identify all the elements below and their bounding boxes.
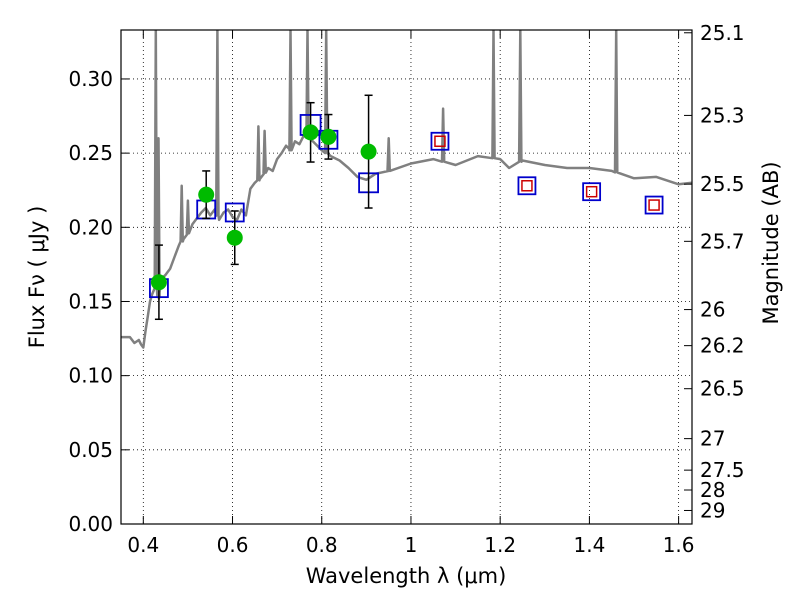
ir-square	[434, 135, 446, 148]
x-tick-label: 1	[405, 533, 418, 557]
spectrum-line	[121, 30, 692, 349]
ir-square	[585, 185, 598, 198]
mag-tick-label: 25.1	[700, 21, 745, 45]
y-tick-label: 0.05	[68, 438, 113, 462]
model-square	[644, 195, 664, 215]
model-squares	[149, 114, 664, 299]
y-tick-label: 0.10	[68, 364, 113, 388]
observed-point	[198, 186, 215, 203]
observed-points	[150, 94, 377, 321]
y-tick-label: 0.30	[68, 67, 113, 91]
mag-tick-label: 27.5	[700, 458, 745, 482]
mag-tick-label: 25.7	[700, 229, 745, 253]
grid	[121, 30, 692, 525]
mag-tick-label: 29	[700, 498, 725, 522]
mag-tick-label: 26	[700, 298, 725, 322]
x-tick-label: 1.2	[484, 533, 516, 557]
x-tick-label: 1.4	[573, 533, 605, 557]
ticks	[121, 30, 692, 525]
x-tick-label: 1.6	[663, 533, 695, 557]
x-tick-label: 0.8	[306, 533, 338, 557]
observed-point	[226, 229, 243, 246]
y-axis-label-right: Magnitude (AB)	[759, 161, 783, 324]
spectrum-series	[121, 30, 692, 349]
observed-point	[302, 124, 319, 141]
ir-squares	[434, 135, 660, 211]
mag-tick-label: 28	[700, 478, 725, 502]
y-axis-label-left: Flux Fν ( μJy )	[25, 206, 49, 349]
y-tick-label: 0.15	[68, 289, 113, 313]
mag-tick-label: 25.5	[700, 172, 745, 196]
mag-tick-label: 26.5	[700, 377, 745, 401]
observed-point	[320, 128, 337, 145]
y-tick-label: 0.00	[68, 512, 113, 536]
model-square	[517, 176, 537, 196]
y-tick-label: 0.25	[68, 141, 113, 165]
mag-tick-label: 25.3	[700, 103, 745, 127]
y-tick-label: 0.20	[68, 215, 113, 239]
x-tick-label: 0.4	[127, 533, 159, 557]
model-square	[430, 131, 450, 151]
x-axis-label: Wavelength λ (μm)	[306, 564, 507, 588]
mag-tick-label: 27	[700, 427, 725, 451]
model-square	[582, 182, 602, 202]
tick-labels: 0.4 0.6 0.8 1 1.2 1.4 1.6 0.00 0.05 0.10 0.15 0.20 0…	[68, 21, 744, 557]
ir-square	[648, 199, 660, 211]
ir-square	[521, 180, 533, 192]
observed-point	[150, 274, 167, 291]
observed-point	[360, 143, 377, 160]
x-tick-label: 0.6	[217, 533, 249, 557]
mag-tick-label: 26.2	[700, 334, 745, 358]
plot-frame	[120, 29, 693, 525]
